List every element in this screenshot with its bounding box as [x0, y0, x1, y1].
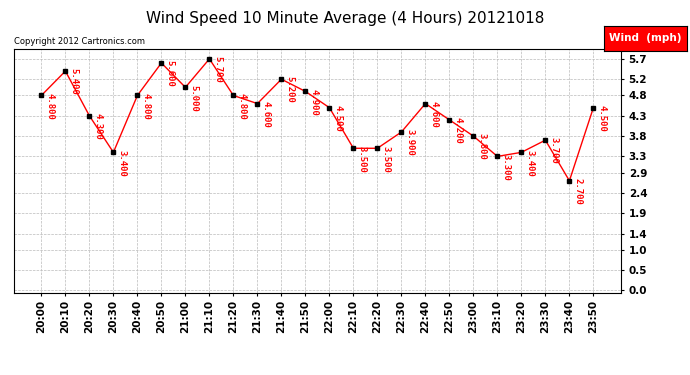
Text: 4.600: 4.600: [430, 101, 439, 128]
Text: 4.500: 4.500: [333, 105, 342, 132]
Text: 4.800: 4.800: [237, 93, 246, 120]
Text: 3.500: 3.500: [382, 146, 391, 172]
Text: 5.700: 5.700: [214, 56, 223, 83]
Text: 4.600: 4.600: [262, 101, 270, 128]
Text: 3.800: 3.800: [477, 134, 486, 160]
Text: 4.800: 4.800: [141, 93, 150, 120]
Text: 3.500: 3.500: [357, 146, 366, 172]
Text: 4.200: 4.200: [453, 117, 462, 144]
Text: 3.900: 3.900: [406, 129, 415, 156]
Text: 5.200: 5.200: [286, 76, 295, 104]
Text: 5.400: 5.400: [70, 68, 79, 95]
Text: Wind  (mph): Wind (mph): [609, 33, 682, 44]
Text: 5.000: 5.000: [190, 85, 199, 111]
Text: 2.700: 2.700: [573, 178, 582, 205]
Text: 4.500: 4.500: [598, 105, 607, 132]
Text: 5.600: 5.600: [166, 60, 175, 87]
Text: 3.300: 3.300: [502, 154, 511, 180]
Text: 4.300: 4.300: [94, 113, 103, 140]
Text: Wind Speed 10 Minute Average (4 Hours) 20121018: Wind Speed 10 Minute Average (4 Hours) 2…: [146, 11, 544, 26]
Text: 4.800: 4.800: [46, 93, 55, 120]
Text: 4.900: 4.900: [310, 88, 319, 116]
Text: Copyright 2012 Cartronics.com: Copyright 2012 Cartronics.com: [14, 38, 145, 46]
Text: 3.400: 3.400: [526, 150, 535, 177]
Text: 3.700: 3.700: [549, 137, 559, 164]
Text: 3.400: 3.400: [117, 150, 126, 177]
